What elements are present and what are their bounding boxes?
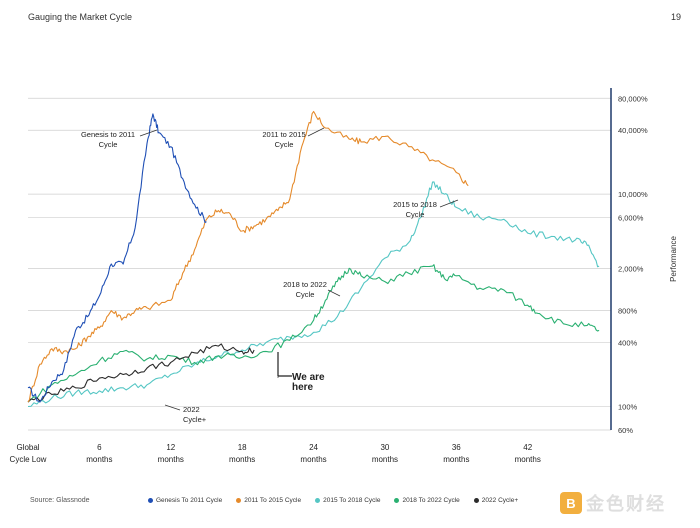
annotation-leader: [327, 289, 341, 297]
y-tick-label: 400%: [618, 339, 638, 348]
legend-swatch: [315, 498, 321, 503]
annotation-label: here: [292, 382, 314, 393]
legend-item: Genesis To 2011 Cycle: [148, 497, 222, 504]
x-tick-label: 6: [97, 443, 102, 452]
annotation-label: We are: [292, 372, 325, 383]
legend-label: 2015 To 2018 Cycle: [323, 497, 381, 504]
x-tick-label: Global: [16, 443, 39, 452]
y-tick-label: 6,000%: [618, 214, 644, 223]
x-tick-label: 24: [309, 443, 318, 452]
legend-swatch: [148, 498, 153, 503]
legend-label: 2022 Cycle+: [481, 497, 519, 504]
x-tick-label: 36: [452, 443, 461, 452]
y-tick-label: 80,000%: [618, 94, 648, 103]
x-tick-label: 12: [166, 443, 175, 452]
x-tick-label: months: [86, 455, 112, 464]
series-line-4: [27, 343, 255, 403]
annotation-label: 2018 to 2022: [283, 280, 327, 289]
annotation-leader: [439, 199, 459, 208]
x-tick-label: months: [443, 455, 469, 464]
page-title: Gauging the Market Cycle: [28, 12, 133, 22]
watermark-text: 金色财经: [586, 494, 666, 514]
annotation-leader: [307, 127, 325, 137]
page-number: 19: [671, 12, 682, 22]
series-line-0: [27, 113, 207, 403]
y-tick-label: 10,000%: [618, 190, 648, 199]
legend-label: Genesis To 2011 Cycle: [156, 497, 223, 504]
source-note: Source: Glassnode: [30, 497, 90, 504]
x-tick-label: 18: [238, 443, 247, 452]
annotation-leader: [139, 129, 158, 137]
x-tick-label: months: [372, 455, 398, 464]
x-tick-label: months: [229, 455, 255, 464]
x-tick-label: 30: [380, 443, 389, 452]
annotation-label: 2022: [183, 405, 200, 414]
legend-item: 2011 To 2015 Cycle: [236, 497, 301, 504]
series-line-1: [27, 110, 469, 403]
y-tick-label: 60%: [618, 426, 633, 435]
legend-label: 2018 To 2022 Cycle: [402, 497, 460, 504]
y-tick-label: 100%: [618, 402, 638, 411]
legend-item: 2018 To 2022 Cycle: [394, 497, 460, 504]
annotation-label: Cycle: [296, 290, 315, 299]
legend-item: 2015 To 2018 Cycle: [315, 497, 380, 504]
y-tick-label: 40,000%: [618, 126, 648, 135]
annotation-label: 2011 to 2015: [262, 130, 305, 139]
watermark-logo: B: [560, 492, 582, 514]
annotation-label: Cycle: [275, 140, 294, 149]
annotation-label: Genesis to 2011: [81, 130, 135, 139]
x-tick-label: months: [158, 455, 184, 464]
legend-swatch: [236, 498, 242, 503]
legend-label: 2011 To 2015 Cycle: [244, 497, 302, 504]
series-line-2: [27, 181, 600, 408]
annotation-label: 2015 to 2018: [393, 200, 437, 209]
annotation-label: Cycle: [99, 140, 118, 149]
we-are-here-marker: [277, 352, 292, 377]
watermark: B 金色财经: [560, 490, 666, 516]
x-tick-label: Cycle Low: [10, 455, 47, 464]
series-line-3: [27, 264, 600, 403]
legend-swatch: [473, 498, 479, 503]
chart-legend: Genesis To 2011 Cycle 2011 To 2015 Cycle 2…: [148, 497, 518, 504]
y-tick-label: 800%: [618, 307, 638, 316]
annotation-label: Cycle: [406, 210, 425, 219]
legend-item: 2022 Cycle+: [473, 497, 519, 504]
annotation-label: Cycle+: [183, 415, 207, 424]
y-axis-label: Performance: [669, 236, 678, 282]
annotation-leader: [164, 404, 181, 411]
x-tick-label: months: [515, 455, 541, 464]
y-tick-label: 2,000%: [618, 264, 644, 273]
x-tick-label: months: [300, 455, 326, 464]
legend-swatch: [394, 498, 400, 503]
x-tick-label: 42: [523, 443, 532, 452]
